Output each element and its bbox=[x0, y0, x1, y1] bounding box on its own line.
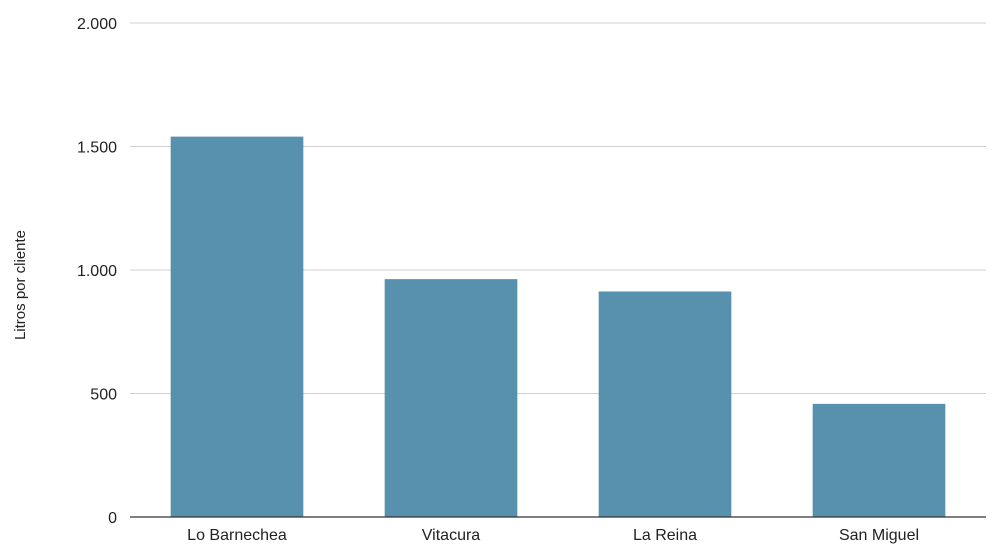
bars bbox=[170, 136, 946, 517]
y-tick-label: 2.000 bbox=[77, 16, 117, 33]
bar-la-reina bbox=[598, 291, 732, 517]
y-axis-tick-labels: 0 500 1.000 1.500 2.000 bbox=[77, 16, 117, 527]
x-axis-tick-labels: Lo Barnechea Vitacura La Reina San Miguel bbox=[187, 527, 919, 544]
y-axis-title: Litros por cliente bbox=[12, 230, 29, 340]
x-tick-label: San Miguel bbox=[839, 527, 919, 544]
y-tick-label: 1.500 bbox=[77, 140, 117, 157]
bar-vitacura bbox=[384, 279, 518, 517]
x-tick-label: Vitacura bbox=[422, 527, 481, 544]
y-tick-label: 0 bbox=[108, 510, 117, 527]
bar-lo-barnechea bbox=[170, 136, 304, 517]
y-tick-label: 1.000 bbox=[77, 263, 117, 280]
bar-san-miguel bbox=[812, 403, 946, 517]
y-tick-label: 500 bbox=[90, 387, 117, 404]
x-tick-label: La Reina bbox=[633, 527, 697, 544]
x-tick-label: Lo Barnechea bbox=[187, 527, 287, 544]
